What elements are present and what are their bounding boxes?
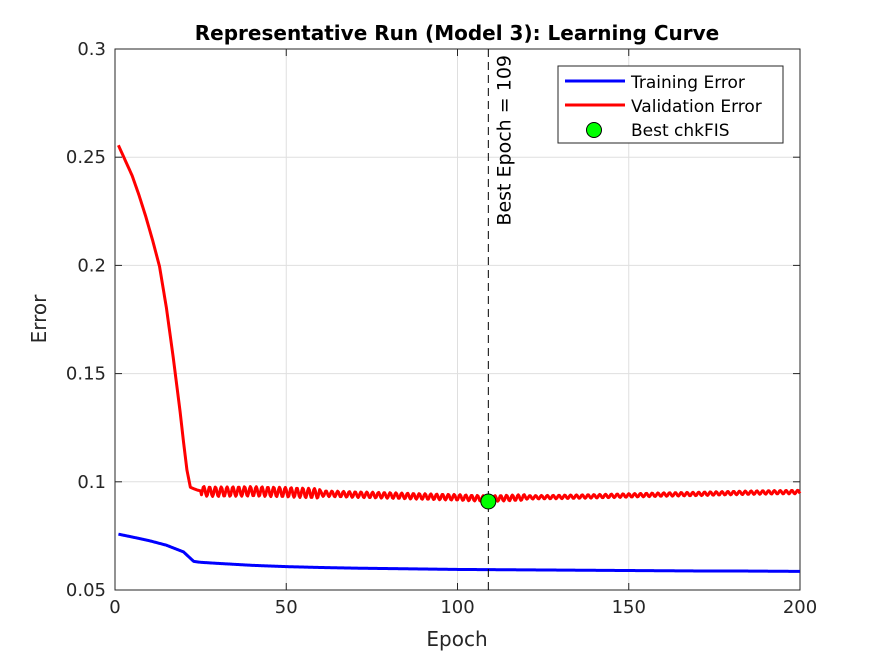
best-epoch-annotation: Best Epoch = 109 xyxy=(493,55,515,226)
y-tick-label: 0.3 xyxy=(77,39,106,60)
legend-label-best: Best chkFIS xyxy=(631,121,730,141)
legend-label-training: Training Error xyxy=(630,73,745,93)
series-line-validation xyxy=(117,144,802,503)
best-chkfis-marker xyxy=(480,493,497,510)
x-axis-label: Epoch xyxy=(426,627,487,651)
axis-ticks: 0 50 100 150 200 0.05 0.1 0.15 0.2 0.25 0.3 xyxy=(66,39,817,618)
data-series xyxy=(117,144,802,573)
legend-label-validation: Validation Error xyxy=(631,97,762,117)
x-tick-label: 100 xyxy=(440,597,474,618)
y-tick-label: 0.2 xyxy=(77,255,106,276)
legend: Training Error Validation Error Best chk… xyxy=(557,65,784,144)
x-tick-label: 200 xyxy=(783,597,817,618)
x-tick-label: 150 xyxy=(612,597,646,618)
y-tick-label: 0.1 xyxy=(77,472,106,493)
y-tick-label: 0.15 xyxy=(66,364,106,385)
y-tick-label: 0.05 xyxy=(66,580,106,601)
legend-swatch-best xyxy=(586,122,602,138)
markers xyxy=(480,493,497,510)
series-line-training xyxy=(117,532,801,573)
x-tick-label: 50 xyxy=(275,597,298,618)
chart-title: Representative Run (Model 3): Learning C… xyxy=(195,21,719,45)
y-tick-label: 0.25 xyxy=(66,147,106,168)
x-tick-label: 0 xyxy=(109,597,120,618)
y-axis-label: Error xyxy=(27,294,51,344)
